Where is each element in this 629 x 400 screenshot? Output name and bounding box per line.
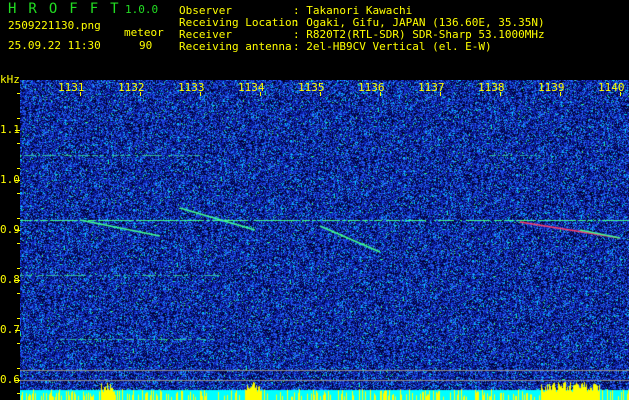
x-tick-label: 1133	[178, 81, 205, 94]
meteor-count: 90	[139, 39, 153, 52]
x-tick-label: 1131	[58, 81, 85, 94]
y-tick-label: 0.9	[0, 223, 20, 236]
app-version: 1.0.0	[125, 3, 159, 16]
y-minor-tick	[17, 367, 20, 369]
y-minor-tick	[17, 292, 20, 294]
y-minor-tick	[17, 242, 20, 244]
x-tick-label: 1136	[358, 81, 385, 94]
x-tick-mark	[380, 92, 381, 96]
x-tick-mark	[80, 92, 81, 96]
y-tick-mark	[15, 280, 20, 281]
y-tick-mark	[15, 130, 20, 131]
y-tick-mark	[15, 380, 20, 381]
x-tick-label: 1140	[598, 81, 625, 94]
y-tick-label: 1.0	[0, 173, 20, 186]
y-minor-tick	[17, 392, 20, 394]
x-tick-mark	[500, 92, 501, 96]
app-title: HROFFT	[8, 1, 131, 17]
info-label-antenna: Receiving antenna	[179, 40, 292, 53]
x-tick-mark	[140, 92, 141, 96]
y-tick-mark	[15, 230, 20, 231]
x-tick-mark	[620, 92, 621, 96]
y-minor-tick	[17, 342, 20, 344]
info-value-observer: : Takanori Kawachi	[293, 4, 413, 17]
info-value-receiver: : R820T2(RTL-SDR) SDR-Sharp 53.1000MHz	[293, 28, 545, 41]
y-minor-tick	[17, 92, 20, 94]
y-minor-tick	[17, 142, 20, 144]
x-tick-mark	[320, 92, 321, 96]
x-tick-mark	[200, 92, 201, 96]
info-label-receiver: Receiver	[179, 28, 232, 41]
y-tick-label: 1.1	[0, 123, 20, 136]
x-tick-mark	[260, 92, 261, 96]
x-tick-mark	[440, 92, 441, 96]
x-tick-label: 1139	[538, 81, 565, 94]
x-tick-label: 1134	[238, 81, 265, 94]
x-tick-label: 1135	[298, 81, 325, 94]
y-minor-tick	[17, 317, 20, 319]
filename: 2509221130.png	[8, 19, 101, 32]
y-minor-tick	[17, 217, 20, 219]
info-label-observer: Observer	[179, 4, 232, 17]
datetime: 25.09.22 11:30	[8, 39, 101, 52]
x-tick-label: 1138	[478, 81, 505, 94]
info-label-location: Receiving Location	[179, 16, 299, 29]
y-axis-unit: kHz	[0, 73, 20, 86]
y-tick-mark	[15, 180, 20, 181]
y-tick-label: 0.6	[0, 373, 20, 386]
y-tick-mark	[15, 330, 20, 331]
meteor-label: meteor	[124, 26, 164, 39]
info-value-location: : Ogaki, Gifu, JAPAN (136.60E, 35.35N)	[293, 16, 545, 29]
info-value-antenna: : 2el-HB9CV Vertical (el. E-W)	[293, 40, 492, 53]
x-tick-label: 1137	[418, 81, 445, 94]
y-minor-tick	[17, 167, 20, 169]
y-minor-tick	[17, 267, 20, 269]
x-tick-mark	[560, 92, 561, 96]
y-tick-label: 0.7	[0, 323, 20, 336]
spectrogram	[20, 80, 629, 400]
y-tick-label: 0.8	[0, 273, 20, 286]
y-minor-tick	[17, 192, 20, 194]
x-tick-label: 1132	[118, 81, 145, 94]
y-minor-tick	[17, 117, 20, 119]
